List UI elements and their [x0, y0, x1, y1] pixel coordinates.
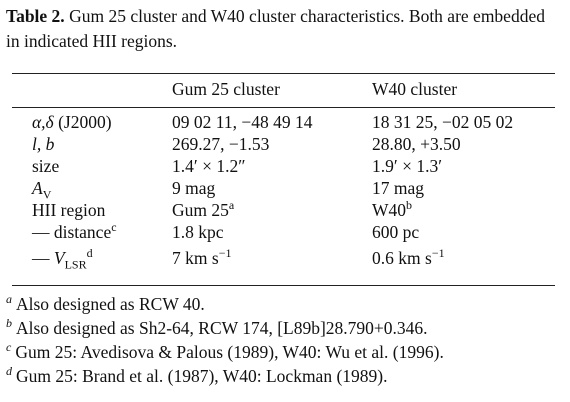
footnote: d Gum 25: Brand et al. (1987), W40: Lockm… [6, 364, 388, 387]
row-label: HII region [32, 200, 105, 221]
cell: 0.6 km s−1 [372, 246, 445, 269]
cell: 269.27, −1.53 [172, 134, 269, 155]
row-label: α,δ (J2000) [32, 112, 112, 133]
cell-text: 1.8 kpc [172, 222, 224, 242]
cell-text: 0.6 km s [372, 248, 432, 268]
row-label: — VLSRd [32, 246, 93, 272]
row-label-text: — distance [32, 222, 112, 242]
cell: 18 31 25, −02 05 02 [372, 112, 513, 133]
footnote: a Also designed as RCW 40. [6, 292, 205, 315]
cell: 1.4′ × 1.2″ [172, 156, 246, 177]
row-label-text: size [32, 156, 60, 176]
column-header: Gum 25 cluster [172, 79, 280, 99]
cell-text: 1.4′ × 1.2″ [172, 156, 246, 176]
cell-text: 600 pc [372, 222, 420, 242]
row-label-text: α,δ [32, 112, 54, 132]
cell-text: 09 02 11, −48 49 14 [172, 112, 313, 132]
caption: Table 2. Gum 25 cluster and W40 cluster … [6, 4, 556, 54]
cell: W40b [372, 198, 413, 221]
mid-rule [12, 107, 555, 108]
cell: 09 02 11, −48 49 14 [172, 112, 312, 133]
row-label-sub: V [42, 187, 52, 202]
footnote: c Gum 25: Avedisova & Palous (1989), W40:… [6, 340, 444, 363]
row-label: l, b [32, 134, 54, 155]
caption-label: Table 2. [6, 6, 65, 26]
footnote-mark: a [6, 292, 12, 307]
cell-text: 1.9′ × 1.3′ [372, 156, 443, 176]
footnote: b Also designed as Sh2-64, RCW 174, [L89b… [6, 316, 428, 339]
row-label-text: — V [32, 248, 65, 268]
cell: 1.9′ × 1.3′ [372, 156, 442, 177]
cell: 600 pc [372, 222, 419, 243]
cell-text: 17 mag [372, 178, 425, 198]
cell-sup: −1 [431, 246, 445, 261]
cell-sup: a [228, 198, 235, 213]
row-label: AV [32, 178, 52, 202]
cell: 1.8 kpc [172, 222, 224, 243]
cell-text: 269.27, −1.53 [172, 134, 270, 154]
cell: 7 km s−1 [172, 246, 232, 269]
cell-text: W40 [372, 200, 407, 220]
cell-text: 18 31 25, −02 05 02 [372, 112, 514, 132]
cell: 28.80, +3.50 [372, 134, 461, 155]
cell-text: 7 km s [172, 248, 219, 268]
row-label-text: l, b [32, 134, 55, 154]
footnote-mark: c [6, 340, 12, 355]
row-label-text: A [32, 178, 43, 198]
footnote-text: Also designed as Sh2-64, RCW 174, [L89b]… [16, 318, 428, 338]
footnote-mark: d [6, 364, 12, 379]
cell-text: 28.80, +3.50 [372, 134, 461, 154]
cell-sup: −1 [218, 246, 232, 261]
cell-text: 9 mag [172, 178, 216, 198]
caption-text: Gum 25 cluster and W40 cluster character… [6, 6, 545, 51]
cell: Gum 25a [172, 198, 235, 221]
top-rule [12, 73, 555, 74]
cell-text: Gum 25 [172, 200, 229, 220]
row-label-sup: c [111, 220, 117, 235]
footnote-text: Gum 25: Brand et al. (1987), W40: Lockma… [16, 366, 388, 386]
row-label-sup: d [86, 246, 93, 261]
row-label-extra: (J2000) [53, 112, 112, 132]
row-label-sub: LSR [64, 257, 87, 272]
column-header: W40 cluster [372, 79, 458, 99]
row-label: — distancec [32, 220, 117, 243]
cell: 17 mag [372, 178, 424, 199]
footnote-text: Also designed as RCW 40. [16, 294, 205, 314]
footnote-mark: b [6, 316, 12, 331]
cell-sup: b [406, 198, 413, 213]
footnote-text: Gum 25: Avedisova & Palous (1989), W40: … [15, 342, 444, 362]
row-label: size [32, 156, 59, 177]
cell: 9 mag [172, 178, 215, 199]
row-label-text: HII region [32, 200, 106, 220]
bottom-rule [12, 285, 555, 286]
